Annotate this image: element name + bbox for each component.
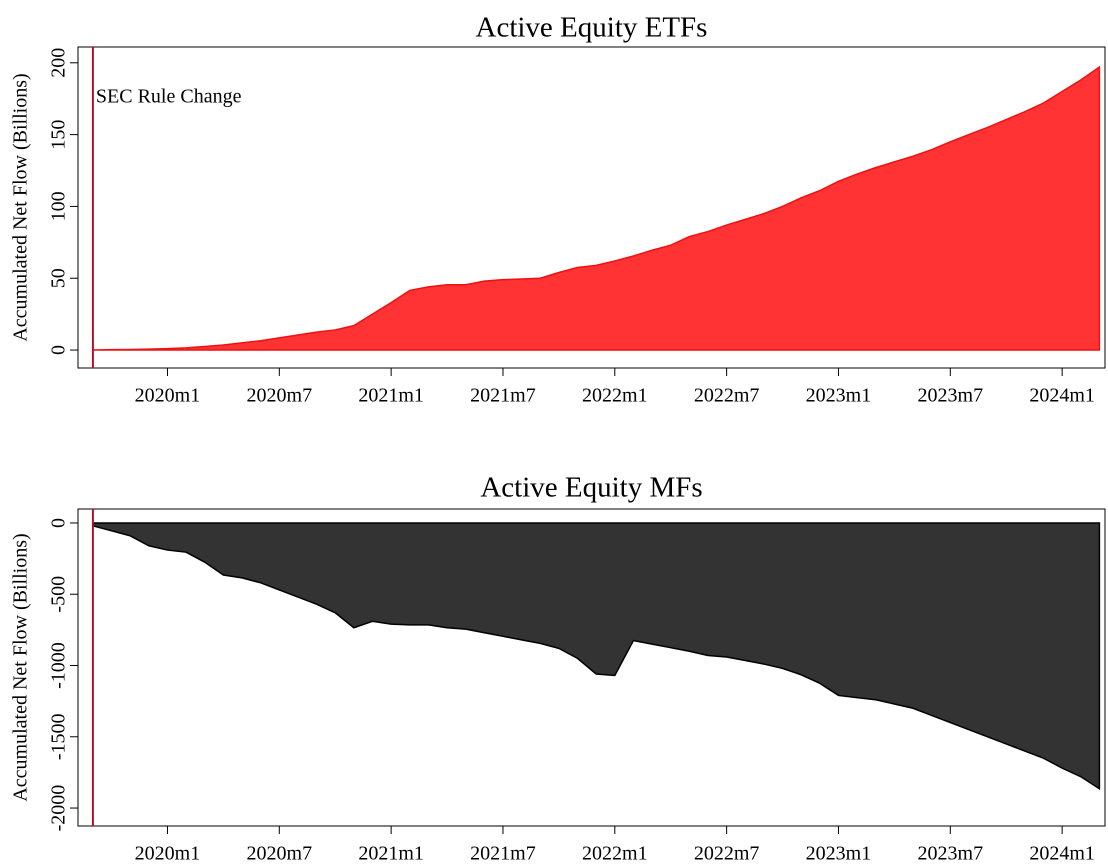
y-tick-label: 200 xyxy=(48,48,70,78)
x-tick-label: 2023m7 xyxy=(918,843,984,865)
x-tick-label: 2020m7 xyxy=(247,843,313,865)
x-tick-label: 2020m1 xyxy=(135,843,201,865)
x-tick-label: 2022m1 xyxy=(582,843,648,865)
y-tick-label: -1000 xyxy=(48,642,70,689)
chart-title: Active Equity MFs xyxy=(480,472,702,504)
y-tick-label: -500 xyxy=(48,576,70,613)
x-tick-label: 2021m7 xyxy=(470,843,536,865)
y-tick-label: -1500 xyxy=(48,713,70,760)
x-tick-label: 2022m1 xyxy=(582,385,648,407)
x-tick-label: 2024m1 xyxy=(1029,385,1095,407)
x-tick-label: 2023m7 xyxy=(918,385,984,407)
plot-frame xyxy=(77,46,1106,369)
x-tick-label: 2023m1 xyxy=(806,843,872,865)
x-tick-label: 2021m7 xyxy=(470,385,536,407)
y-tick-label: 50 xyxy=(48,268,70,288)
area xyxy=(92,65,1101,351)
x-tick-label: 2023m1 xyxy=(806,385,872,407)
y-tick-label: -2000 xyxy=(48,785,70,832)
x-tick-label: 2021m1 xyxy=(358,385,424,407)
y-tick-label: 0 xyxy=(48,518,70,528)
x-tick-label: 2020m7 xyxy=(247,385,313,407)
y-axis-label: Accumulated Net Flow (Billions) xyxy=(10,73,32,341)
y-tick-label: 100 xyxy=(48,191,70,221)
y-tick-label: 0 xyxy=(48,345,70,355)
x-tick-label: 2022m7 xyxy=(694,843,760,865)
chart-title: Active Equity ETFs xyxy=(476,12,708,44)
y-tick-label: 150 xyxy=(48,120,70,150)
y-axis-label: Accumulated Net Flow (Billions) xyxy=(10,533,32,801)
area xyxy=(92,522,1101,791)
plot-frame xyxy=(77,508,1106,827)
x-tick-label: 2022m7 xyxy=(694,385,760,407)
x-tick-label: 2021m1 xyxy=(358,843,424,865)
x-tick-label: 2024m1 xyxy=(1029,843,1095,865)
annotation: SEC Rule Change xyxy=(96,86,242,108)
x-tick-label: 2020m1 xyxy=(135,385,201,407)
